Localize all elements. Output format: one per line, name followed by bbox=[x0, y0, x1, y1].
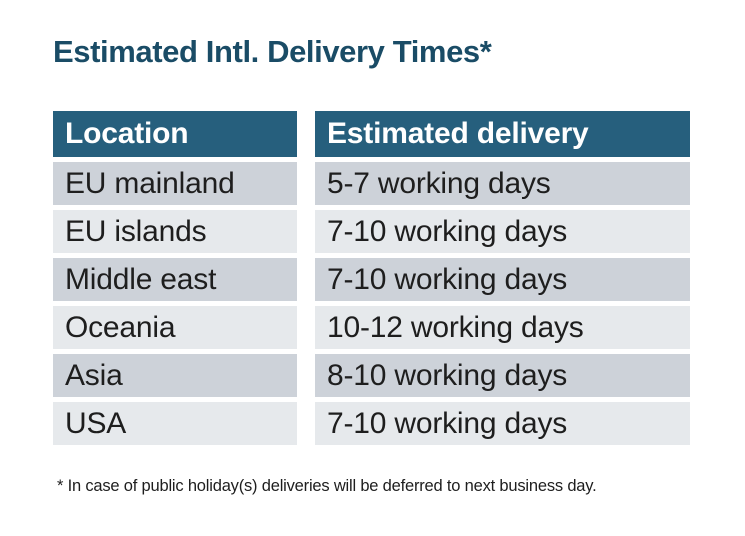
page-title: Estimated Intl. Delivery Times* bbox=[53, 34, 492, 69]
location-cell: EU mainland bbox=[53, 162, 297, 205]
delivery-cell: 8-10 working days bbox=[315, 354, 690, 397]
location-cell: Oceania bbox=[53, 306, 297, 349]
delivery-table: Location Estimated delivery EU mainland … bbox=[53, 111, 690, 445]
footnote: * In case of public holiday(s) deliverie… bbox=[57, 477, 597, 495]
location-cell: EU islands bbox=[53, 210, 297, 253]
delivery-cell: 7-10 working days bbox=[315, 402, 690, 445]
column-header-location: Location bbox=[53, 111, 297, 157]
delivery-cell: 7-10 working days bbox=[315, 258, 690, 301]
location-cell: USA bbox=[53, 402, 297, 445]
delivery-cell: 10-12 working days bbox=[315, 306, 690, 349]
delivery-cell: 5-7 working days bbox=[315, 162, 690, 205]
column-header-delivery: Estimated delivery bbox=[315, 111, 690, 157]
location-cell: Middle east bbox=[53, 258, 297, 301]
location-cell: Asia bbox=[53, 354, 297, 397]
delivery-cell: 7-10 working days bbox=[315, 210, 690, 253]
